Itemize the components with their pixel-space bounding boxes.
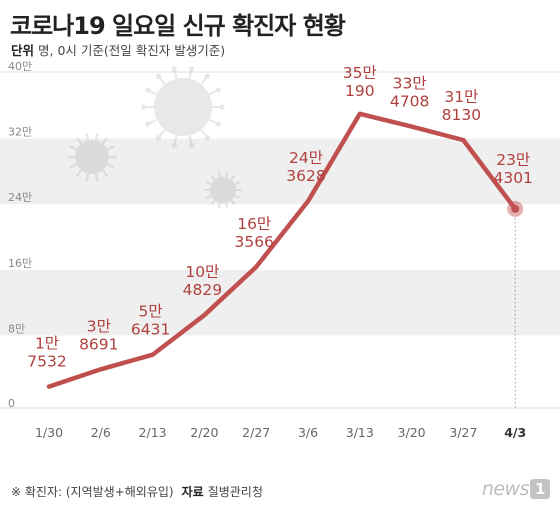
- x-tick-label: 3/20: [398, 425, 426, 440]
- data-label-line1: 31만: [444, 88, 478, 106]
- data-label-line2: 3628: [286, 167, 325, 185]
- x-tick-label: 3/6: [298, 425, 318, 440]
- data-label-line1: 10만: [185, 263, 219, 281]
- grid-band: [0, 138, 560, 205]
- unit-text: 명, 0시 기준(전일 확진자 발생기준): [38, 43, 226, 58]
- data-label-line2: 190: [345, 82, 375, 100]
- data-label-line2: 6431: [131, 321, 170, 339]
- virus-icon: [141, 66, 225, 148]
- data-label-line1: 1만: [35, 335, 59, 353]
- x-tick-label: 2/13: [139, 425, 167, 440]
- data-label-line2: 4829: [183, 281, 222, 299]
- data-label-line2: 8130: [442, 106, 481, 124]
- x-tick-label: 2/27: [242, 425, 270, 440]
- data-label-line1: 24만: [289, 149, 323, 167]
- data-label-line2: 4708: [390, 93, 429, 111]
- data-label-line1: 33만: [393, 75, 427, 93]
- x-axis-ticks: 1/30 2/6 2/13 2/20 2/27 3/6 3/13 3/20 3/27 4/3: [35, 425, 526, 440]
- data-label-line2: 3566: [234, 233, 273, 251]
- source-label: 자료: [181, 485, 204, 499]
- y-tick-label: 8만: [8, 322, 25, 335]
- series-line: [46, 111, 524, 408]
- x-tick-label: 1/30: [35, 425, 63, 440]
- virus-icon: [204, 171, 242, 209]
- footnote: ※ 확진자: (지역발생+해외유입): [11, 485, 174, 499]
- data-label-line1: 35만: [343, 64, 377, 82]
- grid-bands: [0, 71, 560, 409]
- news1-logo: news 1: [482, 478, 550, 500]
- y-tick-label: 40만: [8, 60, 32, 73]
- y-tick-label: 24만: [8, 191, 32, 204]
- data-label-line1: 23만: [496, 151, 530, 169]
- data-label-line2: 8691: [79, 335, 118, 353]
- x-tick-label: 2/20: [190, 425, 218, 440]
- data-label-line1: 16만: [237, 215, 271, 233]
- y-axis-ticks: 0 8만 16만 24만 32만 40만: [8, 60, 32, 410]
- virus-illustration: [67, 66, 242, 209]
- chart-title: 코로나19 일요일 신규 확진자 현황: [10, 12, 346, 40]
- last-point-marker: [511, 204, 520, 213]
- x-tick-label: 3/27: [449, 425, 477, 440]
- logo-text: news: [481, 478, 530, 500]
- logo-badge: 1: [530, 479, 550, 499]
- virus-icon: [67, 133, 117, 181]
- grid-band: [0, 71, 560, 73]
- x-tick-label: 3/13: [346, 425, 374, 440]
- y-tick-label: 0: [8, 397, 15, 410]
- source-text: 질병관리청: [207, 485, 263, 499]
- data-label-line2: 7532: [27, 353, 66, 371]
- y-tick-label: 32만: [8, 126, 32, 139]
- unit-note: 단위 명, 0시 기준(전일 확진자 발생기준): [11, 40, 225, 59]
- data-label-line1: 5만: [139, 303, 163, 321]
- data-labels: 1만75323만86915만643110만482916만356624만36283…: [27, 64, 533, 371]
- data-label-line2: 4301: [493, 169, 532, 187]
- x-tick-label: 2/6: [91, 425, 111, 440]
- footer-note: ※ 확진자: (지역발생+해외유입) 자료 질병관리청: [11, 483, 263, 500]
- grid-band: [0, 269, 560, 336]
- series-line: [46, 111, 518, 389]
- unit-label: 단위: [11, 43, 35, 58]
- x-tick-label: 4/3: [504, 425, 526, 440]
- y-tick-label: 16만: [8, 257, 32, 270]
- data-label-line1: 3만: [87, 317, 111, 335]
